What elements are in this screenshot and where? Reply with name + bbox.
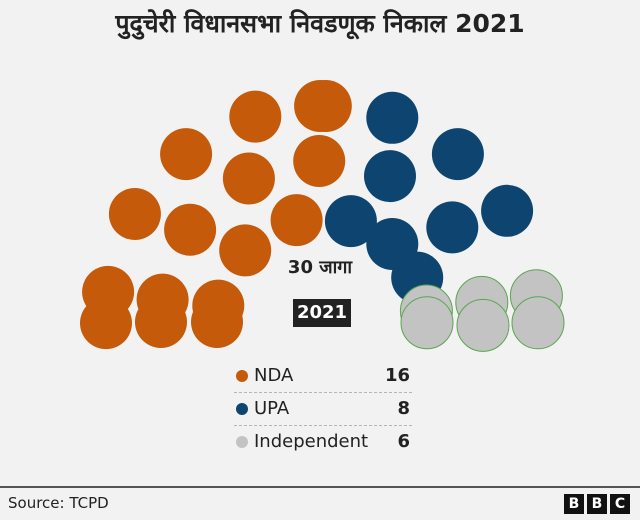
- legend-label: UPA: [254, 398, 290, 419]
- seat-nda: [229, 90, 282, 143]
- seat-upa: [366, 91, 419, 144]
- seat-independent: [456, 298, 510, 352]
- legend-label: NDA: [254, 365, 294, 386]
- legend-value: 6: [397, 431, 410, 452]
- seat-nda: [82, 265, 135, 318]
- seat-nda: [293, 135, 346, 187]
- seat-nda: [219, 224, 272, 277]
- seat-nda: [192, 279, 245, 332]
- legend-label: Independent: [254, 431, 369, 452]
- seat-upa: [364, 150, 416, 203]
- seat-nda: [160, 128, 213, 181]
- seat-independent: [511, 296, 565, 350]
- nda-swatch: [236, 370, 248, 382]
- legend-row-nda: NDA 16: [234, 360, 412, 393]
- seat-nda: [299, 80, 352, 132]
- bbc-logo: B B C: [564, 494, 630, 514]
- seat-nda: [108, 188, 161, 240]
- legend-value: 16: [384, 365, 410, 386]
- legend-value: 8: [397, 398, 410, 419]
- seat-nda: [136, 273, 189, 326]
- parliament-seat-chart: [80, 80, 565, 352]
- legend: NDA 16 UPA 8 Independent 6: [234, 360, 412, 458]
- upa-swatch: [236, 403, 248, 415]
- legend-row-upa: UPA 8: [234, 393, 412, 426]
- independent-swatch: [236, 436, 248, 448]
- logo-letter: B: [564, 494, 584, 514]
- logo-letter: B: [587, 494, 607, 514]
- seat-upa: [431, 128, 484, 181]
- seat-upa: [426, 201, 479, 254]
- legend-row-independent: Independent 6: [234, 426, 412, 458]
- year-badge: 2021: [293, 299, 351, 327]
- seat-independent: [400, 296, 454, 350]
- seat-nda: [270, 194, 323, 247]
- seat-nda: [222, 152, 275, 205]
- footer-divider: [0, 486, 640, 488]
- seat-upa: [481, 184, 534, 237]
- chart-title: पुदुचेरी विधानसभा निवडणूक निकाल 2021: [115, 9, 525, 38]
- seat-nda: [164, 203, 217, 256]
- source-note: Source: TCPD: [8, 494, 109, 512]
- total-seats-label: 30 जागा: [287, 257, 353, 278]
- seat-upa: [324, 195, 377, 248]
- logo-letter: C: [610, 494, 630, 514]
